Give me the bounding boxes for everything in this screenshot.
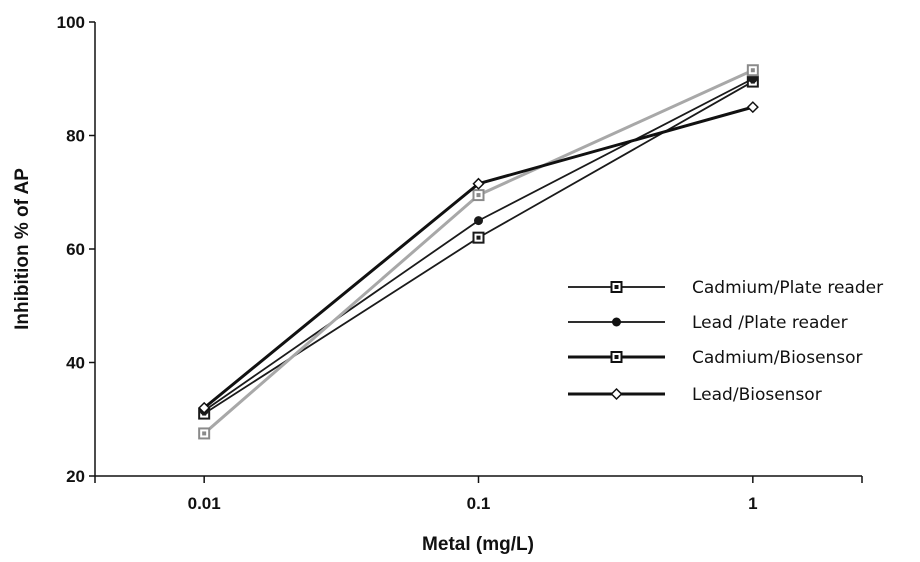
data-point <box>746 101 759 114</box>
plot-area <box>198 64 759 440</box>
legend-item: Lead /Plate reader <box>568 313 848 333</box>
y-tick-label: 80 <box>66 127 85 146</box>
legend: Cadmium/Plate reader Lead /Plate reader Ca… <box>568 278 883 405</box>
y-tick-label: 100 <box>57 13 85 32</box>
x-tick-label: 0.01 <box>188 494 221 513</box>
data-point <box>610 387 623 401</box>
y-axis-title: Inhibition % of AP <box>12 168 33 330</box>
y-ticks: 20 40 60 80 100 <box>57 13 95 486</box>
legend-label: Cadmium/Biosensor <box>692 348 863 368</box>
y-axis: 20 40 60 80 100 Inhibition % of AP <box>12 13 96 486</box>
series-3 <box>198 64 759 440</box>
legend-item: Cadmium/Plate reader <box>568 278 883 298</box>
legend-label: Lead/Biosensor <box>692 385 822 405</box>
legend-label: Cadmium/Plate reader <box>692 278 883 298</box>
data-point-center <box>750 68 755 73</box>
x-tick-label: 1 <box>748 494 757 513</box>
y-tick-label: 40 <box>66 354 85 373</box>
data-point-center <box>202 431 207 436</box>
data-point-center <box>476 235 481 240</box>
data-point <box>612 317 621 327</box>
x-axis-title: Metal (mg/L) <box>422 534 534 555</box>
x-axis: 0.01 0.1 1 Metal (mg/L) <box>94 475 863 555</box>
data-point-center <box>614 355 619 359</box>
data-point <box>198 401 211 414</box>
legend-item: Cadmium/Biosensor <box>568 348 863 368</box>
x-tick-label: 0.1 <box>467 494 491 513</box>
series-4 <box>198 101 759 414</box>
y-tick-label: 20 <box>66 467 85 486</box>
y-tick-label: 60 <box>66 240 85 259</box>
data-point-center <box>614 285 619 289</box>
legend-item: Lead/Biosensor <box>568 385 822 405</box>
x-ticks: 0.01 0.1 1 <box>94 476 863 513</box>
legend-label: Lead /Plate reader <box>692 313 848 333</box>
data-point-center <box>476 193 481 198</box>
data-point <box>474 216 483 226</box>
series-line <box>203 68 754 435</box>
data-point <box>472 177 485 190</box>
data-point <box>748 74 758 84</box>
